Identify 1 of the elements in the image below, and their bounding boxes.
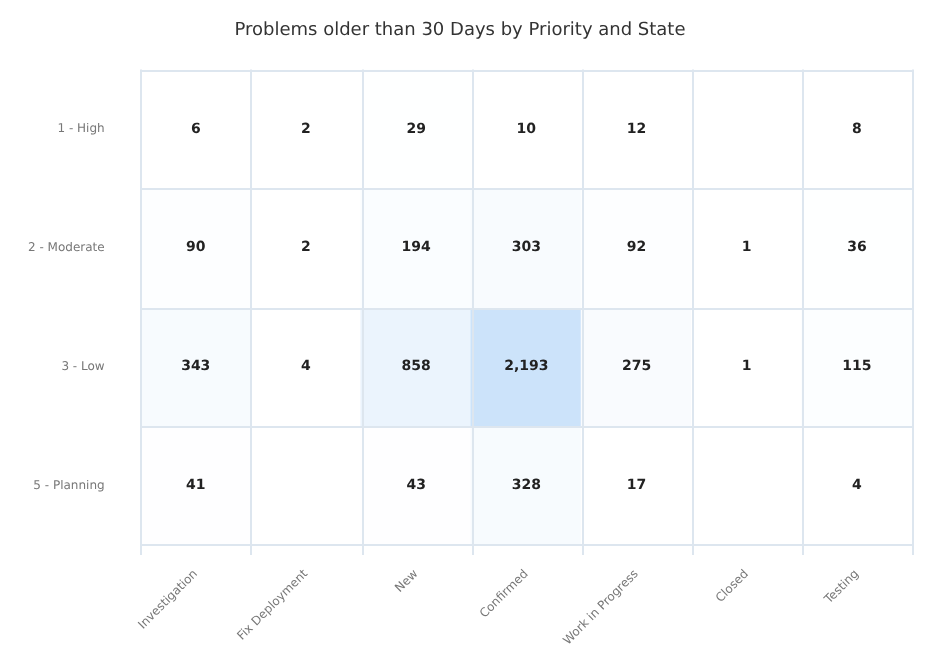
chart-title: Problems older than 30 Days by Priority and State: [234, 21, 687, 42]
